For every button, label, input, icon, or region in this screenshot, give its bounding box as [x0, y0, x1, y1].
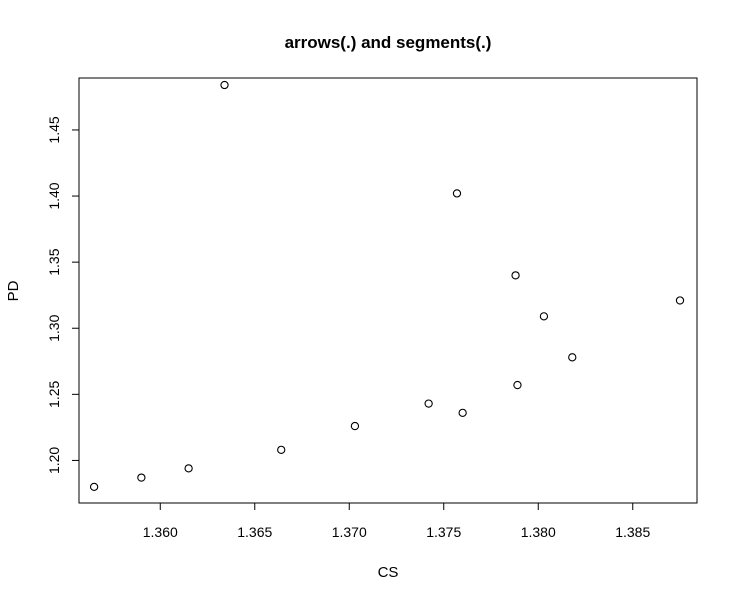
- x-tick-label: 1.380: [521, 524, 556, 540]
- x-axis: 1.360 1.365 1.370 1.375 1.380 1.385: [143, 502, 650, 540]
- data-point: [350, 421, 360, 431]
- data-point: [452, 189, 462, 198]
- data-points: [89, 80, 685, 492]
- y-tick-label: 1.35: [46, 248, 62, 275]
- data-point: [539, 312, 549, 321]
- x-axis-label: CS: [378, 564, 399, 581]
- x-tick-label: 1.375: [426, 524, 461, 540]
- data-point: [458, 408, 467, 417]
- data-point: [424, 399, 433, 408]
- data-point: [184, 464, 193, 473]
- data-point: [220, 80, 229, 90]
- y-tick-label: 1.20: [46, 447, 62, 474]
- data-point: [277, 445, 286, 455]
- x-tick-label: 1.365: [237, 524, 272, 540]
- y-tick-label: 1.45: [46, 116, 62, 143]
- y-tick-label: 1.30: [46, 314, 62, 341]
- y-tick-label: 1.40: [46, 182, 62, 209]
- chart-title: arrows(.) and segments(.): [285, 33, 492, 52]
- x-tick-label: 1.370: [332, 524, 367, 540]
- x-tick-label: 1.385: [615, 524, 650, 540]
- x-tick-label: 1.360: [143, 524, 178, 540]
- y-tick-label: 1.25: [46, 381, 62, 408]
- plot-frame: [78, 77, 698, 504]
- data-point: [675, 296, 685, 305]
- data-point: [513, 380, 522, 390]
- data-point: [568, 353, 577, 362]
- data-point: [511, 271, 520, 280]
- y-axis-label: PD: [5, 280, 22, 301]
- data-point: [137, 473, 146, 482]
- data-point: [89, 482, 99, 492]
- y-axis: 1.20 1.25 1.30 1.35 1.40 1.45: [46, 116, 80, 474]
